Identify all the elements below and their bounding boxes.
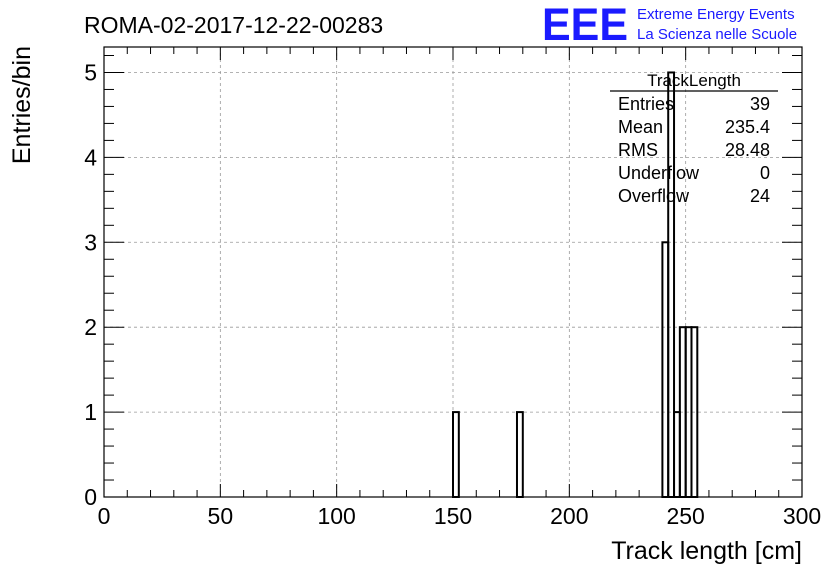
stats-label: RMS bbox=[618, 140, 658, 160]
histogram-bin bbox=[452, 411, 460, 498]
logo-line-1: Extreme Energy Events bbox=[637, 6, 795, 23]
stats-label: Overflow bbox=[618, 186, 690, 206]
stats-value: 0 bbox=[760, 163, 770, 183]
stats-box: TrackLength Entries 39 Mean 235.4 RMS 28.48 Un… bbox=[610, 71, 778, 206]
x-tick-label: 150 bbox=[434, 503, 472, 529]
axis-ticks bbox=[103, 47, 803, 498]
y-axis-title: Entries/bin bbox=[8, 46, 36, 164]
y-tick-label: 5 bbox=[84, 59, 97, 85]
x-tick-label: 0 bbox=[98, 503, 111, 529]
y-tick-label: 0 bbox=[84, 484, 97, 510]
x-tick-label: 200 bbox=[550, 503, 588, 529]
stats-title: TrackLength bbox=[647, 71, 741, 90]
y-tick-label: 1 bbox=[84, 399, 97, 425]
stats-label: Underflow bbox=[618, 163, 700, 183]
stats-value: 24 bbox=[750, 186, 770, 206]
y-tick-label: 4 bbox=[84, 144, 97, 170]
stats-label: Entries bbox=[618, 94, 674, 114]
x-tick-label: 50 bbox=[208, 503, 234, 529]
y-tick-label: 3 bbox=[84, 229, 97, 255]
x-tick-label: 100 bbox=[317, 503, 355, 529]
stats-value: 28.48 bbox=[725, 140, 770, 160]
tick-labels: 0 50 100 150 200 250 300 0 1 2 3 4 5 bbox=[84, 59, 821, 529]
logo-line-2: La Scienza nelle Scuole bbox=[637, 26, 797, 43]
histogram-bin bbox=[515, 411, 524, 498]
stats-label: Mean bbox=[618, 117, 663, 137]
x-axis-title: Track length [cm] bbox=[611, 537, 802, 565]
eee-logo-text: EEE bbox=[542, 0, 628, 50]
stats-value: 39 bbox=[750, 94, 770, 114]
stats-value: 235.4 bbox=[725, 117, 770, 137]
y-tick-label: 2 bbox=[84, 314, 97, 340]
plot-frame bbox=[103, 46, 803, 498]
x-tick-label: 300 bbox=[783, 503, 821, 529]
eee-logo: EEE Extreme Energy Events La Scienza nel… bbox=[542, 0, 797, 50]
stats-rows: Entries 39 Mean 235.4 RMS 28.48 Underflow 0 Over… bbox=[618, 94, 770, 206]
run-title: ROMA-02-2017-12-22-00283 bbox=[84, 12, 383, 38]
x-tick-label: 250 bbox=[666, 503, 704, 529]
